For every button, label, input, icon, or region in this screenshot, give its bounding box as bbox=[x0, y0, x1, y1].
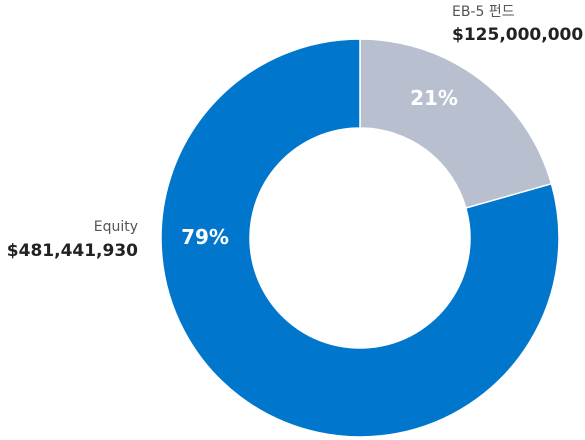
series-name-equity: Equity bbox=[94, 219, 138, 235]
slice-percent-eb5: 21% bbox=[410, 86, 458, 110]
slice-equity bbox=[160, 38, 560, 438]
series-amount-equity: $481,441,930 bbox=[7, 241, 138, 261]
slice-eb5 bbox=[359, 38, 553, 209]
series-name-eb5: EB-5 펀드 bbox=[452, 4, 515, 20]
series-amount-eb5: $125,000,000 bbox=[452, 25, 583, 45]
slice-percent-equity: 79% bbox=[181, 225, 229, 249]
donut-slices bbox=[160, 38, 560, 438]
